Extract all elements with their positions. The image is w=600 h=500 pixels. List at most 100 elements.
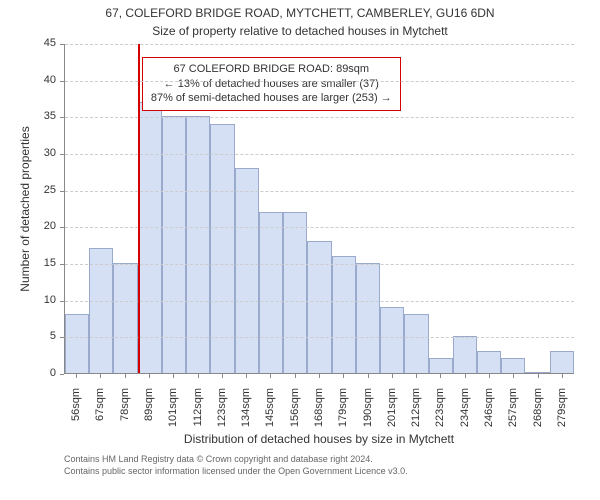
xtick-mark — [343, 374, 344, 378]
xtick-mark — [173, 374, 174, 378]
bar — [332, 256, 356, 373]
bar — [259, 212, 283, 373]
ytick-mark — [60, 117, 64, 118]
xtick-label: 78sqm — [119, 388, 131, 438]
bar — [525, 372, 549, 373]
annotation-line: 87% of semi-detached houses are larger (… — [151, 91, 392, 106]
ytick-mark — [60, 374, 64, 375]
ytick-label: 35 — [32, 110, 56, 122]
xtick-label: 156sqm — [289, 388, 301, 438]
annotation-box: 67 COLEFORD BRIDGE ROAD: 89sqm← 13% of d… — [142, 57, 401, 112]
xtick-label: 112sqm — [192, 388, 204, 438]
ytick-label: 40 — [32, 74, 56, 86]
gridline — [65, 264, 574, 265]
xtick-mark — [76, 374, 77, 378]
xtick-label: 201sqm — [386, 388, 398, 438]
bar — [113, 263, 137, 373]
bar — [501, 358, 525, 373]
ytick-mark — [60, 154, 64, 155]
footer-line: Contains HM Land Registry data © Crown c… — [64, 454, 408, 466]
xtick-label: 56sqm — [70, 388, 82, 438]
bar — [235, 168, 259, 373]
ytick-mark — [60, 227, 64, 228]
ytick-mark — [60, 264, 64, 265]
ytick-label: 0 — [32, 367, 56, 379]
bar — [429, 358, 453, 373]
xtick-mark — [100, 374, 101, 378]
xtick-mark — [198, 374, 199, 378]
xtick-label: 89sqm — [143, 388, 155, 438]
bar — [453, 336, 477, 373]
xtick-label: 279sqm — [556, 388, 568, 438]
xtick-mark — [319, 374, 320, 378]
xtick-mark — [513, 374, 514, 378]
gridline — [65, 191, 574, 192]
gridline — [65, 44, 574, 45]
ytick-label: 25 — [32, 184, 56, 196]
bar — [210, 124, 234, 373]
ytick-label: 10 — [32, 294, 56, 306]
chart-title: 67, COLEFORD BRIDGE ROAD, MYTCHETT, CAMB… — [0, 6, 600, 20]
xtick-mark — [295, 374, 296, 378]
xtick-label: 67sqm — [94, 388, 106, 438]
xtick-label: 257sqm — [507, 388, 519, 438]
xtick-mark — [368, 374, 369, 378]
xtick-label: 268sqm — [532, 388, 544, 438]
xtick-label: 101sqm — [167, 388, 179, 438]
xtick-mark — [222, 374, 223, 378]
xtick-mark — [538, 374, 539, 378]
ytick-label: 20 — [32, 220, 56, 232]
ytick-label: 5 — [32, 330, 56, 342]
ytick-label: 30 — [32, 147, 56, 159]
bar — [138, 102, 162, 373]
annotation-line: ← 13% of detached houses are smaller (37… — [151, 77, 392, 92]
gridline — [65, 81, 574, 82]
xtick-mark — [392, 374, 393, 378]
gridline — [65, 154, 574, 155]
bar — [65, 314, 89, 373]
bar — [356, 263, 380, 373]
xtick-label: 134sqm — [240, 388, 252, 438]
annotation-line: 67 COLEFORD BRIDGE ROAD: 89sqm — [151, 62, 392, 77]
xtick-mark — [246, 374, 247, 378]
xtick-mark — [489, 374, 490, 378]
bar — [380, 307, 404, 373]
highlight-marker — [138, 44, 140, 373]
ytick-mark — [60, 301, 64, 302]
xtick-mark — [149, 374, 150, 378]
ytick-mark — [60, 191, 64, 192]
footer-line: Contains public sector information licen… — [64, 466, 408, 478]
xtick-label: 234sqm — [459, 388, 471, 438]
xtick-label: 145sqm — [264, 388, 276, 438]
xtick-label: 223sqm — [434, 388, 446, 438]
plot-area: 67 COLEFORD BRIDGE ROAD: 89sqm← 13% of d… — [64, 44, 574, 374]
xtick-mark — [465, 374, 466, 378]
ytick-mark — [60, 337, 64, 338]
bar — [307, 241, 331, 373]
xtick-mark — [125, 374, 126, 378]
gridline — [65, 301, 574, 302]
xtick-label: 212sqm — [410, 388, 422, 438]
xtick-mark — [416, 374, 417, 378]
chart-subtitle: Size of property relative to detached ho… — [0, 24, 600, 38]
xtick-mark — [562, 374, 563, 378]
ytick-label: 45 — [32, 37, 56, 49]
xtick-label: 179sqm — [337, 388, 349, 438]
bar — [477, 351, 501, 373]
xtick-label: 123sqm — [216, 388, 228, 438]
bar — [404, 314, 428, 373]
xtick-label: 246sqm — [483, 388, 495, 438]
ytick-label: 15 — [32, 257, 56, 269]
footer-attribution: Contains HM Land Registry data © Crown c… — [64, 454, 408, 477]
xtick-label: 190sqm — [362, 388, 374, 438]
xtick-mark — [270, 374, 271, 378]
gridline — [65, 227, 574, 228]
ytick-mark — [60, 44, 64, 45]
gridline — [65, 117, 574, 118]
xtick-mark — [440, 374, 441, 378]
bar — [550, 351, 574, 373]
ytick-mark — [60, 81, 64, 82]
bar — [89, 248, 113, 373]
xtick-label: 168sqm — [313, 388, 325, 438]
y-axis-label: Number of detached properties — [18, 44, 32, 374]
